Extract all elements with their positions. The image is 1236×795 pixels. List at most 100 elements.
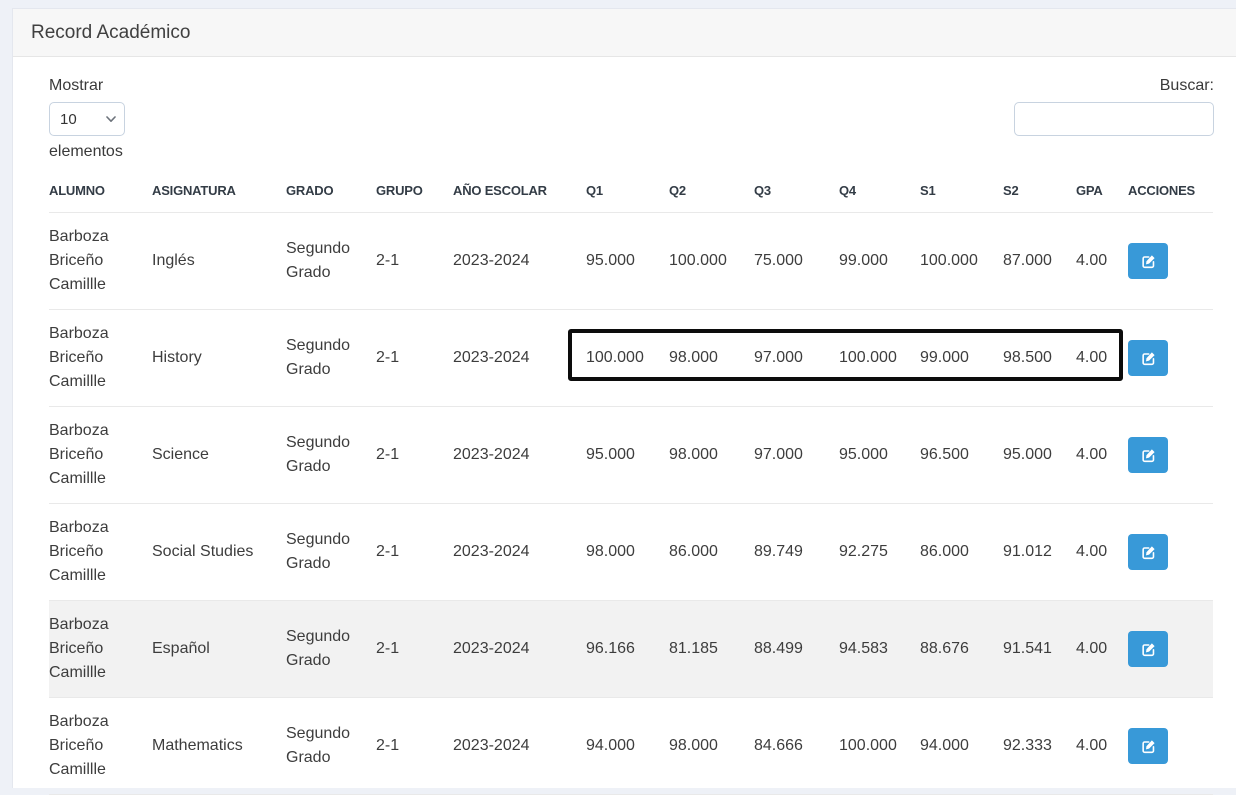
cell-anio-escolar: 2023-2024 bbox=[453, 252, 530, 269]
column-header-q1[interactable]: Q1 bbox=[586, 171, 669, 213]
cell-q1: 96.166 bbox=[586, 640, 635, 657]
cell-acciones bbox=[1128, 310, 1213, 407]
column-header-s2[interactable]: S2 bbox=[1003, 171, 1076, 213]
records-table: ALUMNO ASIGNATURA GRADO GRUPO AÑO ESCOLAR Q1 Q… bbox=[49, 171, 1213, 795]
panel-header: Record Académico bbox=[13, 9, 1236, 57]
edit-icon bbox=[1141, 448, 1155, 462]
column-header-q4[interactable]: Q4 bbox=[839, 171, 920, 213]
search-control: Buscar: bbox=[1014, 77, 1214, 136]
length-label-before: Mostrar bbox=[49, 77, 104, 94]
cell-s2: 91.012 bbox=[1003, 543, 1052, 560]
cell-s1: 94.000 bbox=[920, 737, 969, 754]
cell-asignatura: Inglés bbox=[152, 252, 195, 269]
cell-acciones bbox=[1128, 504, 1213, 601]
column-header-grado[interactable]: GRADO bbox=[286, 171, 376, 213]
search-input[interactable] bbox=[1014, 102, 1214, 136]
edit-button[interactable] bbox=[1128, 340, 1168, 376]
cell-q3: 84.666 bbox=[754, 737, 803, 754]
cell-s1: 86.000 bbox=[920, 543, 969, 560]
cell-grupo: 2-1 bbox=[376, 543, 400, 560]
edit-button[interactable] bbox=[1128, 534, 1168, 570]
cell-s1: 100.000 bbox=[920, 252, 978, 269]
cell-q3: 97.000 bbox=[754, 349, 803, 366]
table-row: Barboza Briceño Camillle Social Studies Se… bbox=[49, 504, 1213, 601]
column-header-q3[interactable]: Q3 bbox=[754, 171, 839, 213]
table-row: Barboza Briceño Camillle Science Segundo G… bbox=[49, 407, 1213, 504]
cell-gpa: 4.00 bbox=[1076, 446, 1108, 463]
cell-q3: 89.749 bbox=[754, 543, 803, 560]
cell-alumno: Barboza Briceño Camillle bbox=[49, 519, 109, 584]
cell-acciones bbox=[1128, 601, 1213, 698]
edit-icon bbox=[1141, 351, 1155, 365]
cell-q4: 99.000 bbox=[839, 252, 888, 269]
cell-s1: 96.500 bbox=[920, 446, 969, 463]
cell-acciones bbox=[1128, 407, 1213, 504]
table-row: Barboza Briceño Camillle History Segundo G… bbox=[49, 310, 1213, 407]
cell-grado: Segundo Grado bbox=[286, 434, 351, 475]
edit-icon bbox=[1141, 739, 1155, 753]
cell-grado: Segundo Grado bbox=[286, 725, 351, 766]
page-title: Record Académico bbox=[31, 21, 191, 43]
cell-q1: 95.000 bbox=[586, 252, 635, 269]
column-header-alumno[interactable]: ALUMNO bbox=[49, 171, 152, 213]
table-row: Barboza Briceño Camillle Mathematics Segun… bbox=[49, 698, 1213, 795]
edit-button[interactable] bbox=[1128, 437, 1168, 473]
cell-gpa: 4.00 bbox=[1076, 349, 1108, 366]
cell-q4: 100.000 bbox=[839, 737, 897, 754]
column-header-acciones[interactable]: ACCIONES bbox=[1128, 171, 1213, 213]
cell-s2: 92.333 bbox=[1003, 737, 1052, 754]
cell-q4: 95.000 bbox=[839, 446, 888, 463]
cell-grupo: 2-1 bbox=[376, 737, 400, 754]
cell-grado: Segundo Grado bbox=[286, 628, 351, 669]
panel-body: Mostrar 10 elementos Buscar: ALUMN bbox=[13, 57, 1236, 795]
cell-asignatura: Mathematics bbox=[152, 737, 243, 754]
cell-grupo: 2-1 bbox=[376, 349, 400, 366]
cell-asignatura: Social Studies bbox=[152, 543, 254, 560]
column-header-grupo[interactable]: GRUPO bbox=[376, 171, 453, 213]
record-academico-panel: Record Académico Mostrar 10 elementos Bu… bbox=[12, 8, 1236, 795]
table-row: Barboza Briceño Camillle Inglés Segundo Gr… bbox=[49, 213, 1213, 310]
cell-alumno: Barboza Briceño Camillle bbox=[49, 713, 109, 778]
edit-icon bbox=[1141, 642, 1155, 656]
cell-q2: 98.000 bbox=[669, 349, 718, 366]
edit-button[interactable] bbox=[1128, 243, 1168, 279]
cell-alumno: Barboza Briceño Camillle bbox=[49, 325, 109, 390]
cell-gpa: 4.00 bbox=[1076, 252, 1108, 269]
table-toolbar: Mostrar 10 elementos Buscar: bbox=[49, 77, 1214, 161]
cell-q3: 88.499 bbox=[754, 640, 803, 657]
column-header-s1[interactable]: S1 bbox=[920, 171, 1003, 213]
edit-button[interactable] bbox=[1128, 631, 1168, 667]
cell-anio-escolar: 2023-2024 bbox=[453, 349, 530, 366]
cell-q3: 97.000 bbox=[754, 446, 803, 463]
cell-anio-escolar: 2023-2024 bbox=[453, 543, 530, 560]
cell-q1: 98.000 bbox=[586, 543, 635, 560]
cell-gpa: 4.00 bbox=[1076, 737, 1108, 754]
search-label: Buscar: bbox=[1159, 77, 1214, 94]
column-header-gpa[interactable]: GPA bbox=[1076, 171, 1128, 213]
cell-alumno: Barboza Briceño Camillle bbox=[49, 228, 109, 293]
cell-asignatura: Science bbox=[152, 446, 209, 463]
page-length-select[interactable]: 10 bbox=[49, 102, 125, 136]
cell-asignatura: History bbox=[152, 349, 202, 366]
cell-acciones bbox=[1128, 698, 1213, 795]
table-header-row: ALUMNO ASIGNATURA GRADO GRUPO AÑO ESCOLAR Q1 Q… bbox=[49, 171, 1213, 213]
cell-q3: 75.000 bbox=[754, 252, 803, 269]
cell-grupo: 2-1 bbox=[376, 640, 400, 657]
cell-grado: Segundo Grado bbox=[286, 240, 351, 281]
page-length-select-wrap: 10 bbox=[49, 102, 125, 136]
cell-q4: 100.000 bbox=[839, 349, 897, 366]
cell-anio-escolar: 2023-2024 bbox=[453, 737, 530, 754]
column-header-q2[interactable]: Q2 bbox=[669, 171, 754, 213]
edit-button[interactable] bbox=[1128, 728, 1168, 764]
edit-icon bbox=[1141, 254, 1155, 268]
column-header-asignatura[interactable]: ASIGNATURA bbox=[152, 171, 286, 213]
cell-s2: 98.500 bbox=[1003, 349, 1052, 366]
cell-q1: 100.000 bbox=[586, 349, 644, 366]
cell-grado: Segundo Grado bbox=[286, 531, 351, 572]
column-header-a-o-escolar[interactable]: AÑO ESCOLAR bbox=[453, 171, 586, 213]
cell-gpa: 4.00 bbox=[1076, 543, 1108, 560]
cell-s1: 99.000 bbox=[920, 349, 969, 366]
cell-q2: 98.000 bbox=[669, 446, 718, 463]
table-row: Barboza Briceño Camillle Español Segundo G… bbox=[49, 600, 1213, 698]
cell-s2: 95.000 bbox=[1003, 446, 1052, 463]
